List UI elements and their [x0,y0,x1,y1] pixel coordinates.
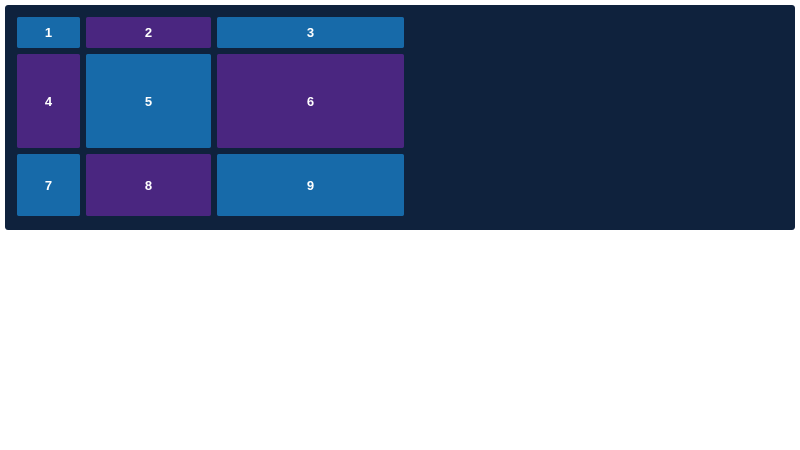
grid-cell-9: 9 [217,154,404,216]
grid-cell-5: 5 [86,54,211,148]
grid-container: 1 2 3 4 5 6 7 8 9 [5,5,795,230]
grid-cell-3: 3 [217,17,404,48]
grid-cell-7: 7 [17,154,80,216]
grid-cell-8: 8 [86,154,211,216]
grid-cell-6: 6 [217,54,404,148]
grid-cell-1: 1 [17,17,80,48]
grid-cell-4: 4 [17,54,80,148]
grid-cell-2: 2 [86,17,211,48]
